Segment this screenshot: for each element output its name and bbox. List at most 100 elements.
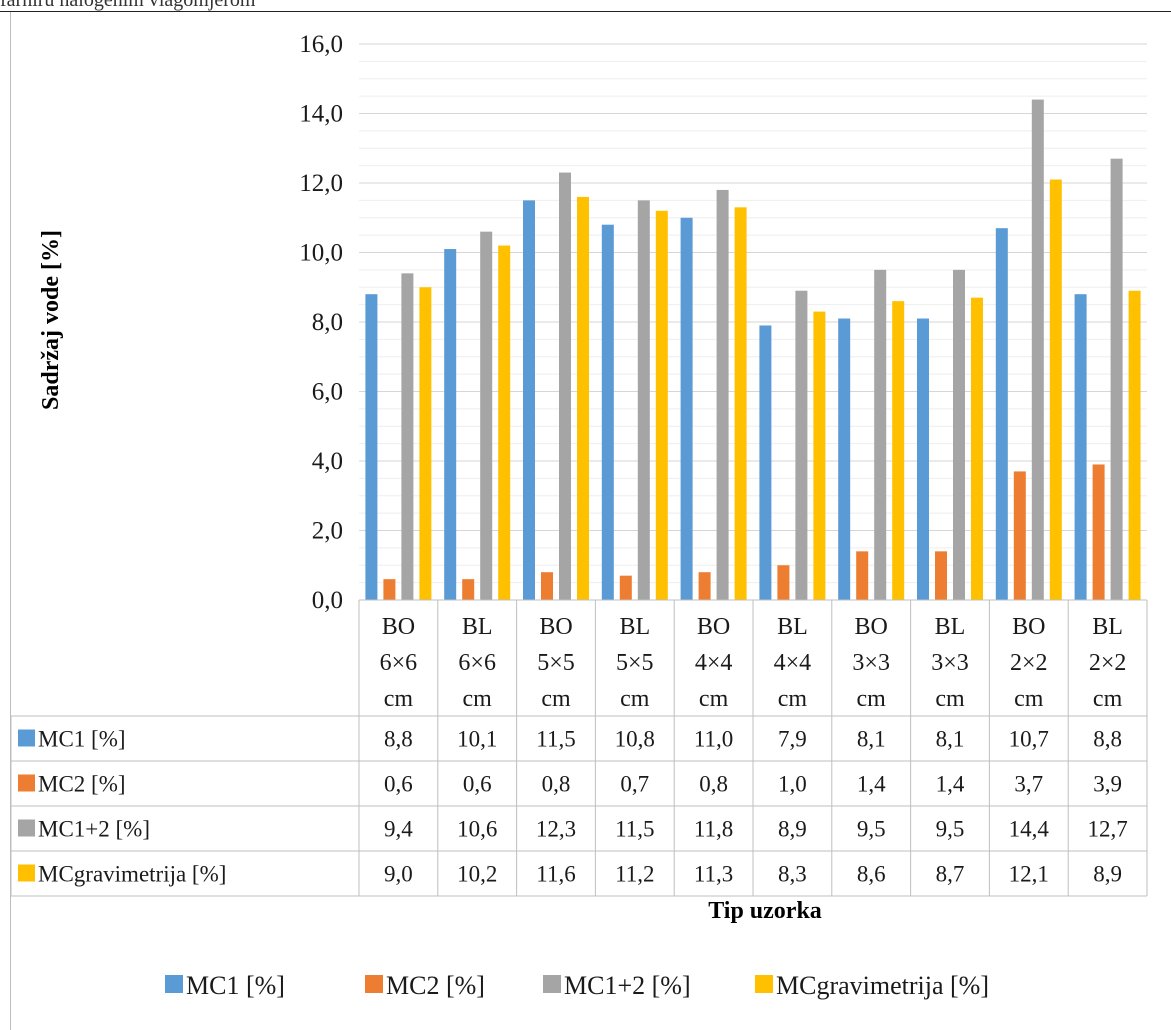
legend-label: MC1+2 [%] xyxy=(564,971,691,1000)
bar xyxy=(935,551,947,600)
category-label: cm xyxy=(1014,686,1044,712)
table-cell: 8,8 xyxy=(384,727,413,752)
y-tick-label: 14,0 xyxy=(299,101,343,128)
bar xyxy=(795,291,807,600)
y-tick-label: 2,0 xyxy=(312,518,343,545)
table-cell: 1,0 xyxy=(778,772,807,797)
legend: MC1 [%] MC2 [%] MC1+2 [%] MCgravimetrija [%… xyxy=(165,971,989,1000)
bar xyxy=(620,576,632,600)
category-label: cm xyxy=(384,686,414,712)
table-cell: 0,7 xyxy=(620,772,649,797)
table-cell: 8,7 xyxy=(936,862,965,887)
table-series-label: MC1+2 [%] xyxy=(38,817,150,842)
bar xyxy=(892,301,904,600)
table-cell: 12,3 xyxy=(536,817,576,842)
bar xyxy=(480,232,492,600)
y-tick-label: 0,0 xyxy=(312,587,343,614)
category-label: cm xyxy=(1093,686,1123,712)
table-cell: 0,8 xyxy=(699,772,728,797)
table-cell: 7,9 xyxy=(778,727,807,752)
table-cell: 0,8 xyxy=(542,772,571,797)
table-cell: 8,9 xyxy=(1093,862,1122,887)
table-cell: 3,9 xyxy=(1093,772,1122,797)
table-cell: 12,7 xyxy=(1087,817,1127,842)
category-label: BL xyxy=(462,614,493,640)
table-cell: 8,1 xyxy=(857,727,886,752)
table-cell: 11,2 xyxy=(615,862,654,887)
bar xyxy=(953,270,965,600)
category-label: BO xyxy=(855,614,888,640)
table-series-label: MC1 [%] xyxy=(38,727,126,752)
bar xyxy=(1050,180,1062,600)
y-axis-ticks: 0,02,04,06,08,010,012,014,016,0 xyxy=(299,31,343,614)
table-cell: 11,5 xyxy=(615,817,654,842)
bar xyxy=(419,287,431,600)
category-label: 4×4 xyxy=(774,650,812,676)
data-table: BO 6×6 cm BL 6×6 cm BO 5×5 cm BL 5×5 cm BO 4×4 cm BL 4×4… xyxy=(11,600,1147,896)
category-label: BL xyxy=(1092,614,1123,640)
category-label: 3×3 xyxy=(931,650,969,676)
table-cell: 10,7 xyxy=(1009,727,1049,752)
category-label: BO xyxy=(539,614,572,640)
category-label: 5×5 xyxy=(537,650,575,676)
category-label: BL xyxy=(619,614,650,640)
category-label: BO xyxy=(1012,614,1045,640)
table-cell: 10,6 xyxy=(457,817,497,842)
bar xyxy=(1129,291,1141,600)
table-cell: 3,7 xyxy=(1014,772,1043,797)
table-cell: 11,3 xyxy=(694,862,733,887)
category-label: cm xyxy=(541,686,571,712)
bar xyxy=(444,249,456,600)
bar xyxy=(577,197,589,600)
table-cell: 8,1 xyxy=(936,727,965,752)
category-label: 5×5 xyxy=(616,650,654,676)
legend-swatch xyxy=(755,975,773,993)
table-cell: 8,6 xyxy=(857,862,886,887)
bar xyxy=(1093,464,1105,600)
table-cell: 8,9 xyxy=(778,817,807,842)
category-label: cm xyxy=(778,686,808,712)
table-legend-key xyxy=(18,865,35,882)
table-cell: 11,0 xyxy=(694,727,733,752)
legend-swatch xyxy=(543,975,561,993)
legend-label: MC2 [%] xyxy=(386,971,485,1000)
table-cell: 0,6 xyxy=(463,772,492,797)
y-tick-label: 8,0 xyxy=(312,309,343,336)
table-cell: 8,8 xyxy=(1093,727,1122,752)
bar xyxy=(523,200,535,600)
legend-label: MCgravimetrija [%] xyxy=(776,971,989,1000)
y-tick-label: 10,0 xyxy=(299,240,343,267)
bar xyxy=(559,173,571,600)
bar xyxy=(401,273,413,600)
y-tick-label: 16,0 xyxy=(299,31,343,58)
bar xyxy=(498,246,510,600)
y-tick-label: 12,0 xyxy=(299,170,343,197)
table-legend-key xyxy=(18,820,35,837)
table-cell: 0,6 xyxy=(384,772,413,797)
table-cell: 12,1 xyxy=(1009,862,1049,887)
category-label: 3×3 xyxy=(852,650,890,676)
bar xyxy=(838,319,850,600)
y-axis-title: Sadržaj vode [%] xyxy=(38,230,64,410)
bar xyxy=(996,228,1008,600)
table-cell: 9,5 xyxy=(857,817,886,842)
table-cell: 11,6 xyxy=(536,862,575,887)
legend-item: MC1+2 [%] xyxy=(543,971,691,1000)
table-cell: 10,8 xyxy=(615,727,655,752)
bar xyxy=(681,218,693,600)
bar xyxy=(1075,294,1087,600)
category-label: BO xyxy=(382,614,415,640)
table-cell: 9,4 xyxy=(384,817,413,842)
table-cell: 14,4 xyxy=(1009,817,1050,842)
table-legend-key xyxy=(18,775,35,792)
category-label: 6×6 xyxy=(458,650,496,676)
legend-swatch xyxy=(165,975,183,993)
x-axis-title: Tip uzorka xyxy=(708,898,822,924)
table-cell: 11,8 xyxy=(694,817,733,842)
category-label: cm xyxy=(699,686,729,712)
bar xyxy=(1032,100,1044,600)
table-cell: 9,0 xyxy=(384,862,413,887)
category-label: BL xyxy=(777,614,808,640)
bar xyxy=(777,565,789,600)
